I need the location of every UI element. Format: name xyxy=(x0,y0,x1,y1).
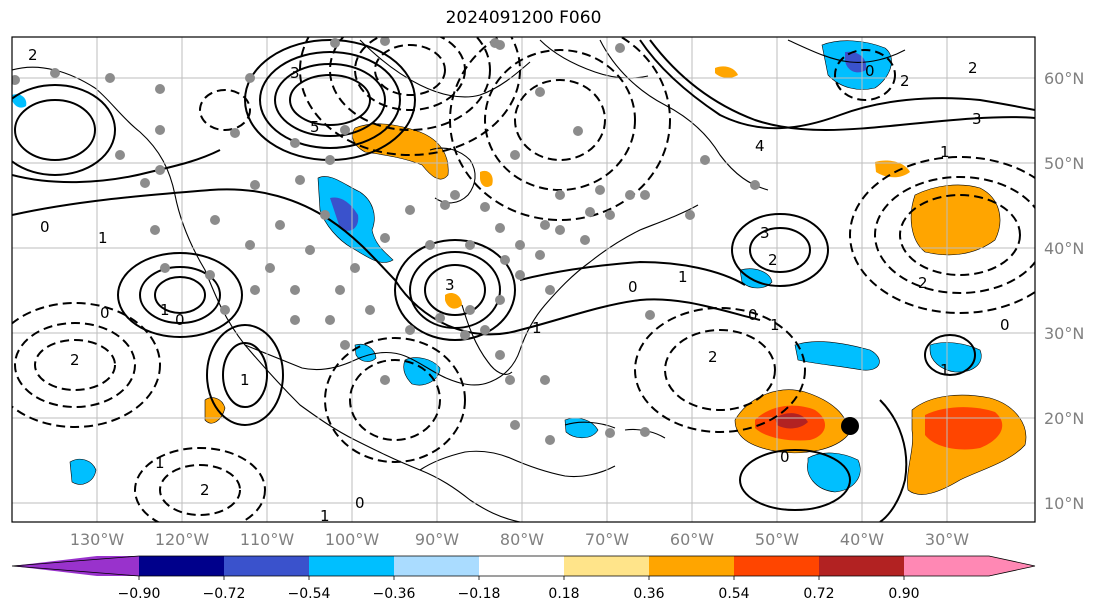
contour-label: 5 xyxy=(310,118,320,136)
lat-tick-label: 60°N xyxy=(1044,69,1084,88)
lon-tick-label: 110°W xyxy=(240,530,295,549)
dashed-contours xyxy=(12,37,1035,522)
contour-label: 0 xyxy=(748,306,758,324)
contour-label: 3 xyxy=(972,110,982,128)
contour-label: 1 xyxy=(160,301,170,319)
contour-label: 1 xyxy=(940,361,950,379)
map-title: 2024091200 F060 xyxy=(445,8,602,28)
colorbar-tick-label: −0.72 xyxy=(203,586,246,602)
lat-tick-label: 10°N xyxy=(1044,494,1084,513)
contour-label: 2 xyxy=(968,59,978,77)
contour-label: 3 xyxy=(290,64,300,82)
blue-core-rockies xyxy=(330,197,359,231)
blue-region-gulf xyxy=(403,357,441,386)
contour-label: 1 xyxy=(98,229,108,247)
contour-label: 0 xyxy=(175,311,185,329)
coastlines xyxy=(12,39,906,522)
colorbar-tick-label: −0.54 xyxy=(288,586,331,602)
blue-region-central-atlantic xyxy=(807,452,861,493)
contour-label: 0 xyxy=(100,304,110,322)
orange-region-greenland-small xyxy=(715,66,738,78)
orange-region-east-atlantic-small xyxy=(875,160,910,178)
lon-tick-label: 80°W xyxy=(500,530,544,549)
blue-region-east-atlantic xyxy=(929,342,982,373)
contour-label: 2 xyxy=(900,72,910,90)
latitude-ticks: 60°N 50°N 40°N 30°N 20°N 10°N xyxy=(1044,69,1084,513)
colorbar-tick-label: 0.18 xyxy=(548,586,579,602)
lon-tick-label: 60°W xyxy=(670,530,714,549)
lon-tick-label: 90°W xyxy=(415,530,459,549)
contour-label: 2 xyxy=(200,481,210,499)
contour-label: 1 xyxy=(155,454,165,472)
colorbar-tick-label: 0.90 xyxy=(888,586,919,602)
contour-label: 1 xyxy=(320,507,330,525)
lon-tick-label: 30°W xyxy=(925,530,969,549)
colorbar-tick-label: −0.36 xyxy=(373,586,416,602)
contour-label: 1 xyxy=(240,371,250,389)
orange-region-north-atlantic xyxy=(910,184,1001,256)
contour-label: 0 xyxy=(355,494,365,512)
contour-label: 1 xyxy=(770,316,780,334)
blue-region-pacific xyxy=(69,458,97,485)
contour-label: 3 xyxy=(445,276,455,294)
map-frame xyxy=(11,36,1036,523)
colorbar-tick-label: 0.36 xyxy=(633,586,664,602)
contour-label: 0 xyxy=(628,278,638,296)
lon-tick-label: 100°W xyxy=(325,530,380,549)
contour-label: 2 xyxy=(918,274,928,292)
lon-tick-label: 50°W xyxy=(755,530,799,549)
contour-label: 2 xyxy=(28,46,38,64)
contour-label: 0 xyxy=(40,218,50,236)
contour-label: 2 xyxy=(708,348,718,366)
blue-region-alaska xyxy=(12,94,27,108)
station-dots xyxy=(12,37,760,445)
location-marker xyxy=(841,417,859,435)
contour-label: 1 xyxy=(532,319,542,337)
blue-region-mid-atlantic xyxy=(794,341,880,371)
contour-label-group: 2 0 3 5 1 2 0 1 0 1 1 2 0 1 3 1 0 2 3 2 … xyxy=(28,46,1010,525)
contour-label: 0 xyxy=(1000,316,1010,334)
lat-tick-label: 20°N xyxy=(1044,409,1084,428)
orange-region-florida xyxy=(445,293,462,309)
contour-label: 4 xyxy=(755,137,765,155)
longitude-ticks: 130°W 120°W 110°W 100°W 90°W 80°W 70°W 6… xyxy=(70,530,969,549)
lat-tick-label: 40°N xyxy=(1044,239,1084,258)
contour-label: 3 xyxy=(760,224,770,242)
contour-label: 0 xyxy=(865,62,875,80)
contour-label: 2 xyxy=(70,351,80,369)
contour-label: 1 xyxy=(678,268,688,286)
colorbar-tick-label: −0.18 xyxy=(458,586,501,602)
contour-label: 0 xyxy=(780,448,790,466)
contour-label: 2 xyxy=(768,251,778,269)
lon-tick-label: 40°W xyxy=(840,530,884,549)
orange-region-pacific xyxy=(204,397,226,424)
graticule xyxy=(12,37,1035,522)
colorbar: −0.90 −0.72 −0.54 −0.36 −0.18 0.18 0.36 … xyxy=(11,555,1036,602)
orange-region-labrador xyxy=(480,170,493,188)
lon-tick-label: 130°W xyxy=(70,530,125,549)
dark-red-core-mid-atlantic xyxy=(775,413,808,429)
contour-label: 1 xyxy=(940,143,950,161)
colorbar-tick-label: 0.72 xyxy=(803,586,834,602)
lon-tick-label: 120°W xyxy=(155,530,210,549)
lat-tick-label: 30°N xyxy=(1044,324,1084,343)
lon-tick-label: 70°W xyxy=(585,530,629,549)
map-panel: 2 0 3 5 1 2 0 1 0 1 1 2 0 1 3 1 0 2 3 2 … xyxy=(12,37,1035,525)
colorbar-tick-label: −0.90 xyxy=(118,586,161,602)
colorbar-tick-label: 0.54 xyxy=(718,586,749,602)
solid-contours xyxy=(12,39,1035,522)
lat-tick-label: 50°N xyxy=(1044,154,1084,173)
